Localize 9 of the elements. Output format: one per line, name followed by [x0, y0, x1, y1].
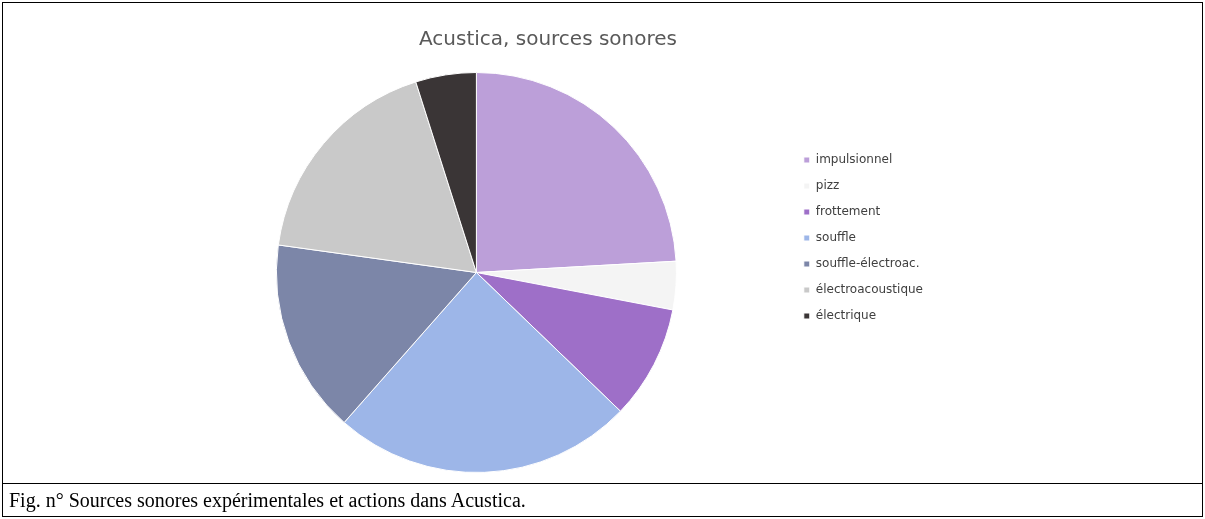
legend-label: frottement: [815, 204, 881, 219]
legend-label: électroacoustique: [815, 282, 924, 297]
legend-label: impulsionnel: [815, 152, 893, 167]
chart-title: Acustica, sources sonores: [418, 26, 678, 51]
text: Fig. n° Sources sonores expérimentales et actions dans Acustica.: [9, 489, 526, 511]
legend-label: souffle-électroac.: [815, 256, 920, 271]
legend-label: souffle: [815, 230, 856, 245]
legend-label: pizz: [815, 178, 840, 193]
legend-label: électrique: [815, 308, 877, 323]
